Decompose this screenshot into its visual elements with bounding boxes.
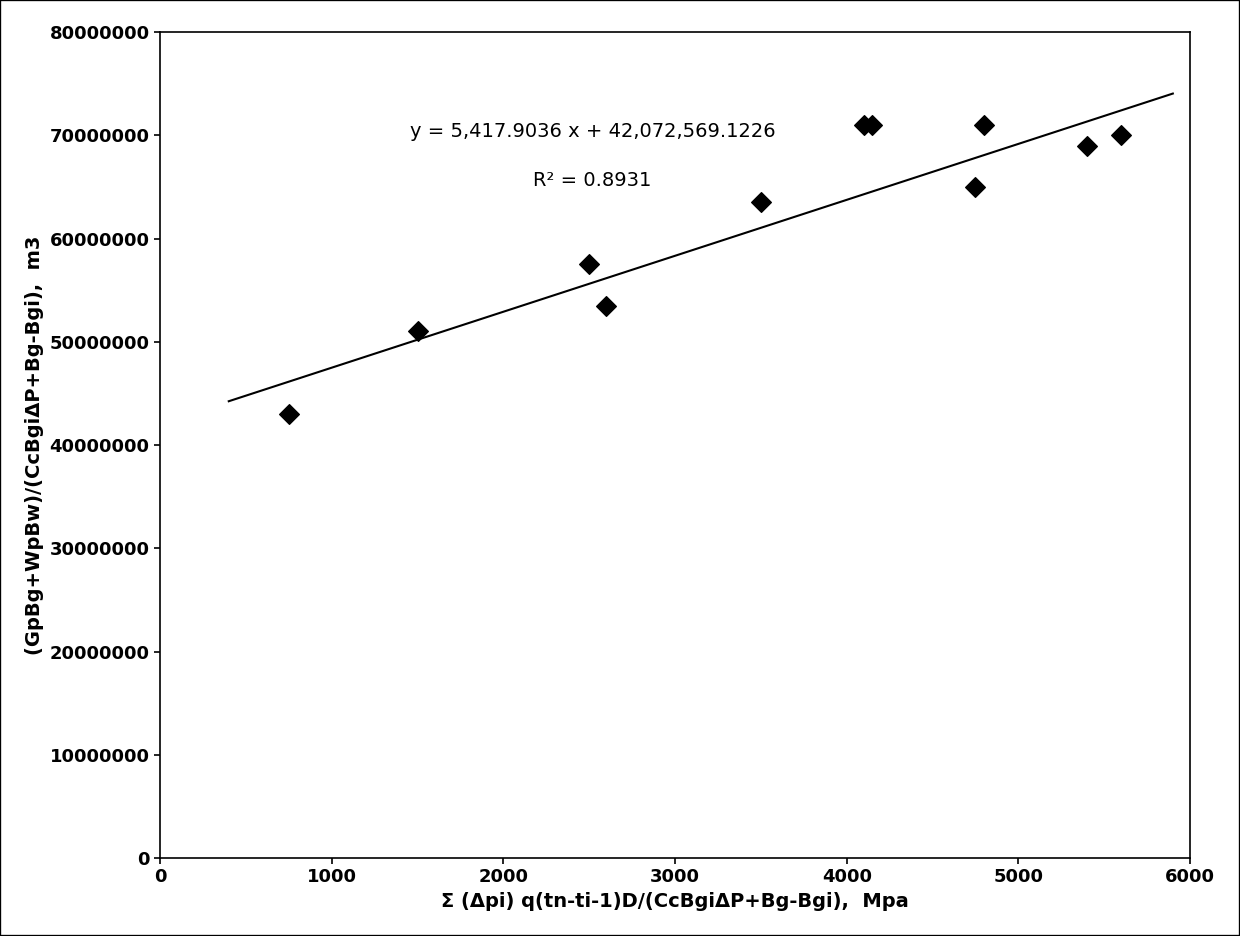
Point — [751, 195, 771, 210]
Point — [279, 406, 299, 421]
Text: R² = 0.8931: R² = 0.8931 — [533, 171, 652, 190]
Point — [1111, 128, 1131, 143]
X-axis label: Σ (Δpi) q(tn-ti-1)D/(CcBgiΔP+Bg-Bgi),  Mpa: Σ (Δpi) q(tn-ti-1)D/(CcBgiΔP+Bg-Bgi), Mp… — [441, 892, 909, 911]
Point — [1078, 139, 1097, 154]
Point — [854, 117, 874, 132]
Point — [596, 299, 616, 314]
Y-axis label: (GpBg+WpBw)/(CcBgiΔP+Bg-Bgi),  m3: (GpBg+WpBw)/(CcBgiΔP+Bg-Bgi), m3 — [25, 235, 43, 654]
Point — [408, 324, 428, 339]
Point — [863, 117, 883, 132]
Text: y = 5,417.9036 x + 42,072,569.1226: y = 5,417.9036 x + 42,072,569.1226 — [410, 122, 775, 140]
Point — [975, 117, 994, 132]
Point — [966, 180, 986, 195]
Point — [579, 256, 599, 271]
